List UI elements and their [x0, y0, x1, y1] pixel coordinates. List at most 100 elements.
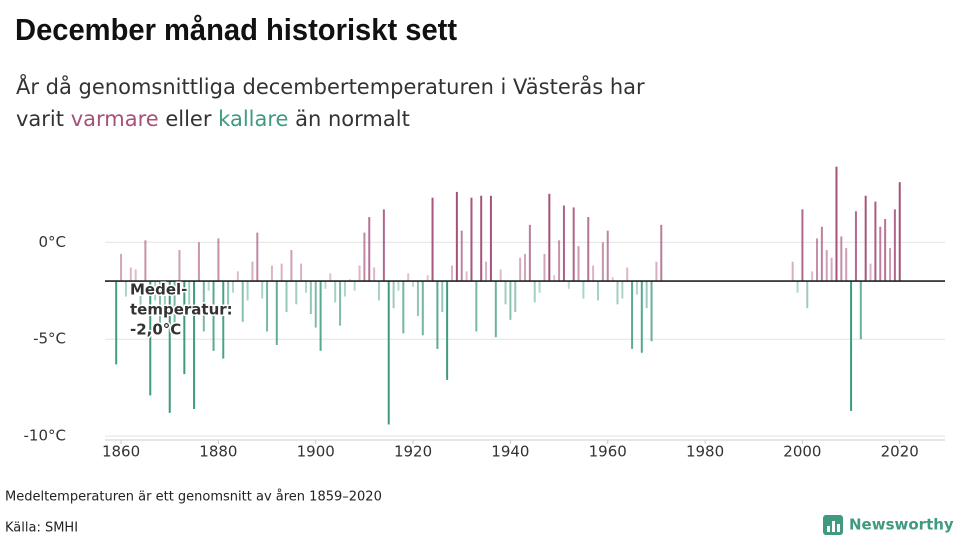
bar [407, 273, 410, 282]
bar [660, 224, 663, 282]
bar [353, 281, 356, 291]
bar [431, 197, 434, 282]
bar [845, 248, 848, 282]
bar [129, 267, 132, 282]
bar [377, 281, 380, 301]
bar [120, 253, 123, 282]
bar [334, 281, 337, 303]
bar [266, 281, 269, 332]
bar [231, 281, 234, 293]
bar [562, 205, 565, 282]
bar [854, 211, 857, 282]
bar [441, 281, 444, 313]
bar [796, 281, 799, 293]
bar [295, 281, 298, 305]
bar [212, 281, 215, 351]
bar [124, 281, 127, 297]
bar [280, 263, 283, 282]
bar [631, 281, 634, 349]
note: Medeltemperaturen är ett genomsnitt av å… [5, 490, 382, 505]
bar [874, 201, 877, 282]
bar [217, 238, 220, 282]
bar [548, 193, 551, 282]
x-tick-label: 1980 [686, 443, 724, 461]
bar [806, 281, 809, 309]
bar [898, 182, 901, 282]
bar [363, 232, 366, 282]
bar [436, 281, 439, 349]
bar [460, 230, 463, 282]
bar [285, 281, 288, 313]
bar [626, 267, 629, 282]
bar [158, 281, 161, 324]
bar [178, 250, 181, 282]
bar [368, 217, 371, 282]
subtitle-line: varit varmare eller kallare än normalt [16, 107, 410, 131]
x-tick-label: 1920 [394, 443, 432, 461]
bar [533, 281, 536, 303]
bar [173, 281, 176, 330]
annotation: Medel-temperatur: -2,0°C [129, 279, 235, 340]
bar [538, 281, 541, 293]
subtitle-segment: varmare [71, 107, 159, 131]
bar [879, 226, 882, 282]
bar [373, 267, 376, 282]
bar [193, 281, 196, 409]
subtitle-line: År då genomsnittliga decembertemperature… [16, 73, 645, 99]
bar [154, 281, 157, 301]
bar [835, 166, 838, 282]
bar [514, 281, 517, 313]
bar [358, 265, 361, 282]
bar [597, 281, 600, 301]
bar [801, 209, 804, 282]
bar [582, 281, 585, 299]
subtitle: År då genomsnittliga decembertemperature… [16, 73, 645, 131]
bar [446, 281, 449, 380]
bar [816, 238, 819, 282]
bar [163, 281, 166, 307]
bar [290, 250, 293, 282]
bar [884, 219, 887, 282]
bar [470, 197, 473, 282]
bar [207, 281, 210, 291]
bar [241, 281, 244, 322]
bar [475, 281, 478, 332]
bar [465, 271, 468, 282]
bar [791, 261, 794, 282]
bar [509, 281, 512, 320]
bar [450, 265, 453, 282]
x-tick-label: 1860 [102, 443, 140, 461]
bar [270, 265, 273, 282]
bar [553, 275, 556, 282]
bar [261, 281, 264, 299]
bar [811, 271, 814, 282]
logo-bar [837, 524, 840, 532]
bar [485, 261, 488, 282]
bar [455, 191, 458, 282]
bar [650, 281, 653, 342]
bar [820, 226, 823, 282]
brand-logo: Newsworthy [823, 515, 954, 535]
bar [397, 281, 400, 291]
bar [611, 277, 614, 282]
bar [197, 242, 200, 282]
bar [227, 281, 230, 316]
logo-bar [827, 526, 830, 532]
bar [144, 240, 147, 282]
bar [601, 242, 604, 282]
bar [275, 281, 278, 346]
bar [543, 253, 546, 282]
y-tick-label: -10°C [24, 427, 66, 445]
bar [149, 281, 152, 396]
bar [864, 195, 867, 282]
bar [587, 217, 590, 282]
bar [655, 261, 658, 282]
bar [222, 281, 225, 359]
subtitle-segment: eller [159, 107, 219, 131]
bar [319, 281, 322, 351]
bar [889, 248, 892, 282]
bar [392, 281, 395, 309]
bar [421, 281, 424, 336]
bar [256, 232, 259, 282]
bar [426, 275, 429, 282]
